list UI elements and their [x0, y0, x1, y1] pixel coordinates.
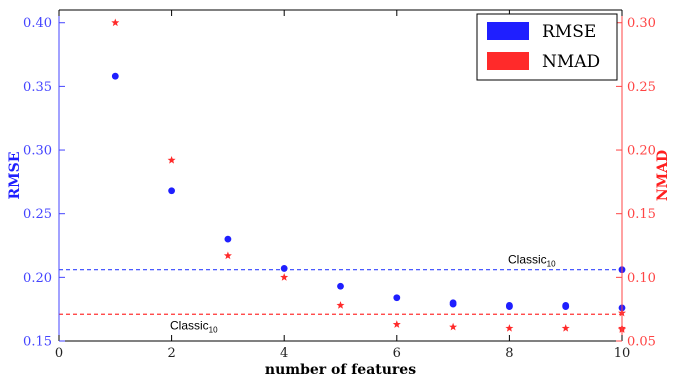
chart-marks [59, 18, 626, 333]
y-tick-label-left: 0.35 [23, 80, 52, 95]
legend-swatch [487, 52, 529, 70]
nmad-point [167, 156, 176, 164]
nmad-point [561, 324, 570, 332]
y-tick-label-left: 0.40 [23, 16, 52, 31]
legend-label: RMSE [542, 22, 596, 42]
reference-line-label: Classic10 [170, 318, 218, 334]
y-tick-label-right: 0.10 [627, 271, 656, 286]
x-tick-label: 4 [280, 346, 288, 361]
nmad-point [280, 273, 289, 281]
rmse-point [168, 187, 176, 195]
y-tick-label-left: 0.30 [23, 144, 52, 159]
rmse-point [280, 265, 288, 272]
chart-axes [58, 9, 623, 342]
y-tick-label-right: 0.05 [627, 335, 656, 350]
rmse-point [111, 72, 119, 80]
y-tick-label-right: 0.25 [627, 80, 656, 95]
nmad-point [223, 251, 232, 260]
legend-label: NMAD [542, 52, 600, 72]
rmse-point [449, 299, 457, 307]
nmad-point [392, 320, 401, 328]
rmse-point [337, 282, 344, 290]
rmse-point [506, 301, 513, 309]
y-tick-label-right: 0.30 [627, 16, 656, 31]
reference-line-label-subscript: 10 [547, 260, 556, 269]
y-tick-label-left: 0.15 [23, 335, 52, 350]
reference-line-label-main: Classic [508, 253, 547, 267]
x-tick-label: 8 [505, 346, 513, 361]
reference-line-label-main: Classic [170, 318, 209, 332]
y-axis-title-left: RMSE [7, 152, 23, 200]
x-tick-label: 6 [393, 346, 401, 361]
y-tick-label-right: 0.20 [627, 144, 656, 159]
rmse-point [562, 301, 570, 309]
nmad-point [505, 324, 514, 332]
rmse-point [224, 235, 232, 243]
x-tick-label: 0 [55, 346, 63, 361]
y-tick-label-left: 0.20 [23, 271, 52, 286]
nmad-point [336, 301, 345, 309]
x-axis-title: number of features [265, 362, 416, 378]
y-axis-title-right: NMAD [655, 150, 671, 201]
x-tick-label: 2 [167, 346, 175, 361]
reference-line-label-subscript: 10 [209, 325, 218, 334]
x-tick-label: 10 [614, 346, 631, 361]
nmad-point [449, 322, 458, 331]
legend: RMSE NMAD [476, 13, 618, 81]
reference-line-label: Classic10 [508, 253, 556, 269]
legend-swatch [487, 22, 529, 40]
y-tick-label-left: 0.25 [23, 207, 52, 222]
y-tick-label-right: 0.15 [627, 207, 656, 222]
nmad-point [111, 18, 120, 27]
rmse-point [393, 294, 401, 302]
